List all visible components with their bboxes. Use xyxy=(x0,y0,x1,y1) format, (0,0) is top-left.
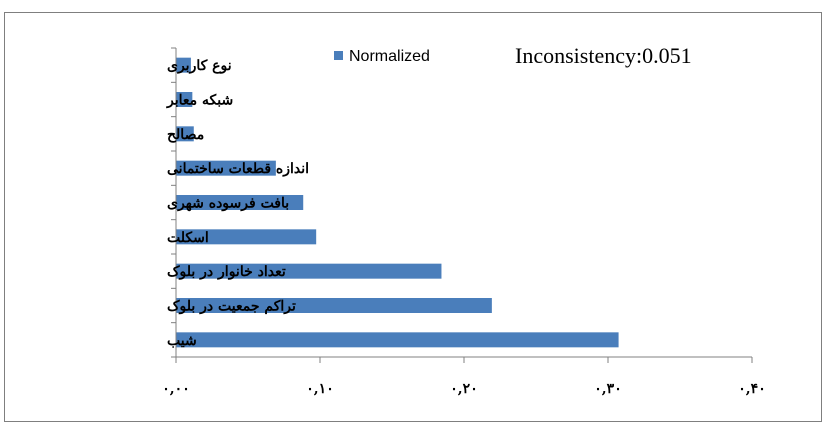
tick-labels: ۰,۰۰ ۰,۱۰ ۰,۲۰ ۰,۳۰ ۰,۴۰ xyxy=(162,381,765,397)
category-label: نوع کاربری xyxy=(167,58,232,74)
category-label: مصالح xyxy=(167,127,204,143)
category-label: شبکه معابر xyxy=(166,93,233,109)
bar xyxy=(176,126,194,142)
bars xyxy=(176,57,619,348)
category-label: اسکلت xyxy=(167,230,209,246)
category-label: اندازه قطعات ساختمانی xyxy=(167,161,309,177)
chart-frame: Normalized Inconsistency:0.051 نوع کاربر… xyxy=(4,12,822,422)
bar xyxy=(176,160,276,176)
bar xyxy=(176,195,304,210)
inconsistency-annotation: Inconsistency:0.051 xyxy=(515,43,692,68)
x-tick-label: ۰,۰۰ xyxy=(162,381,189,397)
x-tick-label: ۰,۳۰ xyxy=(594,381,621,397)
bar xyxy=(176,298,492,313)
legend-label: Normalized xyxy=(349,48,430,65)
bar xyxy=(176,57,191,73)
x-tick-label: ۰,۲۰ xyxy=(450,381,477,397)
category-label: بافت فرسوده شهری xyxy=(167,196,289,212)
x-tick-label: ۰,۱۰ xyxy=(306,381,333,397)
bar xyxy=(176,92,193,107)
bar xyxy=(176,332,619,348)
legend: Normalized xyxy=(334,48,430,65)
category-label: تراکم جمعیت در بلوک xyxy=(167,299,296,315)
category-label: تعداد خانوار در بلوک xyxy=(167,264,286,280)
bar xyxy=(176,229,317,245)
x-tick-label: ۰,۴۰ xyxy=(738,381,765,397)
axes xyxy=(171,47,753,363)
bar xyxy=(176,263,442,279)
bar-chart: Normalized Inconsistency:0.051 نوع کاربر… xyxy=(162,43,765,397)
category-labels: نوع کاربری شبکه معابر مصالح اندازه قطعات سا… xyxy=(166,58,309,349)
category-label: شیب xyxy=(167,333,197,349)
legend-swatch xyxy=(334,51,343,60)
